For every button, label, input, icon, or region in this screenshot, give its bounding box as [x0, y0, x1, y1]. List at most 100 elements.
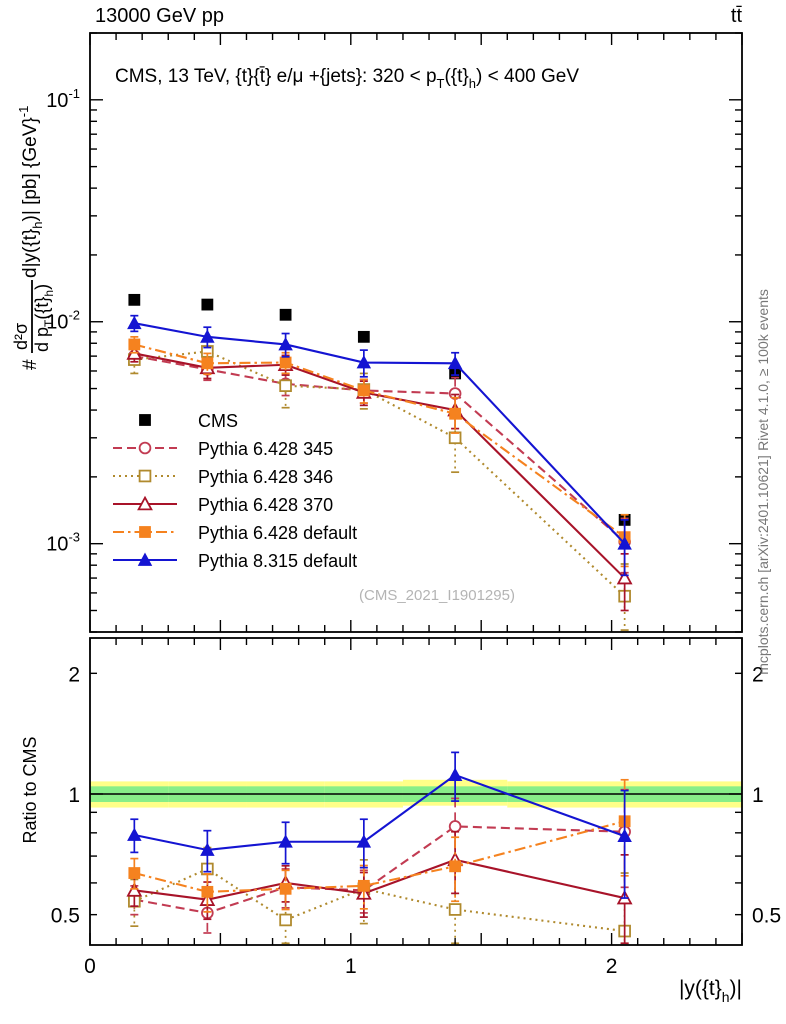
legend-item[interactable]: CMS: [139, 411, 238, 431]
series-marker: [201, 298, 214, 311]
sidebar-mcplots-label: mcplots.cern.ch [arXiv:2401.10621]: [755, 455, 771, 674]
series-line: [134, 350, 626, 597]
series-line: [134, 352, 626, 579]
ratio-tick-label-left: 1: [68, 784, 80, 807]
legend-item-label: CMS: [198, 411, 238, 431]
ratio-series-marker: [617, 828, 632, 843]
header-process-label: tt̄: [731, 5, 743, 27]
ratio-series-line: [134, 825, 625, 914]
ratio-series-marker: [128, 867, 141, 879]
sidebar-rivet-label: Rivet 4.1.0, ≥ 100k events: [755, 289, 771, 451]
series-marker: [448, 431, 462, 445]
ratio-series-line: [134, 820, 625, 893]
ratio-plot-series: [126, 751, 633, 945]
legend-item[interactable]: Pythia 8.315 default: [113, 551, 357, 571]
ratio-tick-label-left: 0.5: [51, 905, 80, 928]
x-axis-tick-label: 0: [84, 955, 96, 978]
ratio-series-line: [134, 773, 625, 852]
legend-item[interactable]: Pythia 6.428 370: [113, 495, 333, 515]
ratio-series-marker: [127, 827, 142, 841]
ratio-series-marker: [356, 834, 372, 848]
legend-item-label: Pythia 6.428 370: [198, 495, 333, 515]
ratio-series-marker: [357, 879, 370, 892]
ratio-panel-frame-border: [89, 637, 743, 946]
ratio-series-marker: [201, 885, 214, 898]
series-marker: [200, 329, 215, 343]
legend-marker-sample: [139, 526, 151, 538]
y-axis-label: # d²σ d pT({t}h) d|y({t}h)| [pb] {GeV}-1: [11, 106, 56, 370]
y-axis-label-rest: d|y({t}h)| [pb] {GeV}-1: [16, 106, 45, 278]
legend-marker-sample: [138, 441, 152, 455]
legend-item-label: Pythia 8.315 default: [198, 551, 357, 571]
ratio-tick-label-right: 1: [752, 784, 764, 807]
ratio-tick-label-left: 2: [68, 663, 80, 686]
y-axis-tick-label: 10-1: [46, 86, 80, 112]
ratio-series-line: [134, 858, 625, 901]
series-marker: [357, 384, 370, 397]
legend-marker-sample: [137, 495, 153, 511]
legend-marker-sample: [137, 552, 153, 566]
legend-item-label: Pythia 6.428 346: [198, 467, 333, 487]
series-marker: [617, 536, 632, 550]
series-line: [134, 343, 626, 539]
plot-title: CMS, 13 TeV, {t}{t̄} e/μ +{jets}: 320 < …: [115, 66, 579, 91]
legend-item[interactable]: Pythia 6.428 346: [113, 467, 333, 487]
plot-panels: [90, 33, 742, 945]
series-marker: [128, 338, 141, 351]
ratio-tick-label-right: 2: [752, 663, 764, 686]
series-marker: [279, 356, 292, 369]
legend-item-label: Pythia 6.428 default: [198, 523, 357, 543]
y-axis-label-rotated: # d²σ d pT({t}h) d|y({t}h)| [pb] {GeV}-1: [11, 106, 56, 370]
series-line: [134, 322, 626, 545]
ratio-series-pythia-8-315-default: [127, 751, 632, 899]
figure-labels: CMS, 13 TeV, {t}{t̄} e/μ +{jets}: 320 < …: [11, 66, 771, 1005]
ratio-series-marker: [447, 767, 463, 781]
y-axis-tick-label: 10-2: [46, 308, 80, 334]
ratio-series-marker: [126, 882, 143, 897]
legend-item[interactable]: Pythia 6.428 default: [113, 523, 357, 543]
axis-tick-labels: 10-1 10-2 10-3 0 1 2 2 2 1 1 0.5 0.5: [46, 86, 781, 978]
y-axis-label-hash: #: [20, 359, 41, 370]
series-line: [134, 355, 626, 543]
main-panel-background: [90, 33, 742, 632]
legend-marker-sample: [138, 469, 152, 483]
ratio-series-marker: [448, 820, 462, 833]
ratio-series-marker: [279, 913, 292, 927]
series-marker: [201, 357, 214, 370]
series-marker: [279, 308, 292, 321]
x-axis-tick-label: 1: [345, 955, 357, 978]
ratio-series-line: [133, 867, 625, 933]
legend-item-label: Pythia 6.428 345: [198, 439, 333, 459]
series-marker: [356, 355, 372, 369]
x-axis-tick-label: 2: [606, 955, 618, 978]
ratio-y-axis-label: Ratio to CMS: [20, 736, 40, 843]
series-marker: [616, 569, 633, 585]
ratio-series-marker: [449, 860, 462, 873]
series-marker: [279, 379, 292, 393]
legend-item[interactable]: Pythia 6.428 345: [113, 439, 333, 459]
series-marker: [278, 337, 293, 351]
ratio-series-marker: [278, 834, 293, 848]
ratio-series-marker: [200, 842, 215, 856]
series-pythia-8-315-default: [127, 314, 632, 577]
main-plot-series: [126, 293, 633, 631]
series-marker: [128, 293, 141, 306]
figure-header: 13000 GeV pp tt̄: [95, 5, 742, 27]
main-panel-frame: [89, 32, 743, 633]
y-axis-tick-label: 10-3: [46, 530, 80, 556]
plot-watermark: (CMS_2021_I1901295): [359, 587, 515, 604]
series-marker: [449, 407, 462, 420]
ratio-series-marker: [279, 882, 292, 895]
ratio-tick-label-right: 0.5: [752, 905, 781, 928]
plot-legend: CMS Pythia 6.428 345 Pythia 6.428 346 Pythi…: [113, 411, 357, 571]
y-axis-label-numerator: d²σ: [11, 323, 31, 350]
y-axis-label-denominator: d pT({t}h): [32, 284, 56, 352]
header-beam-label: 13000 GeV pp: [95, 5, 224, 27]
x-axis-label: |y({t}h)|: [679, 977, 742, 1005]
ratio-series-marker: [448, 903, 462, 916]
ratio-panel-frame: [89, 637, 743, 946]
legend-marker-sample: [139, 414, 151, 426]
series-marker: [127, 315, 142, 330]
